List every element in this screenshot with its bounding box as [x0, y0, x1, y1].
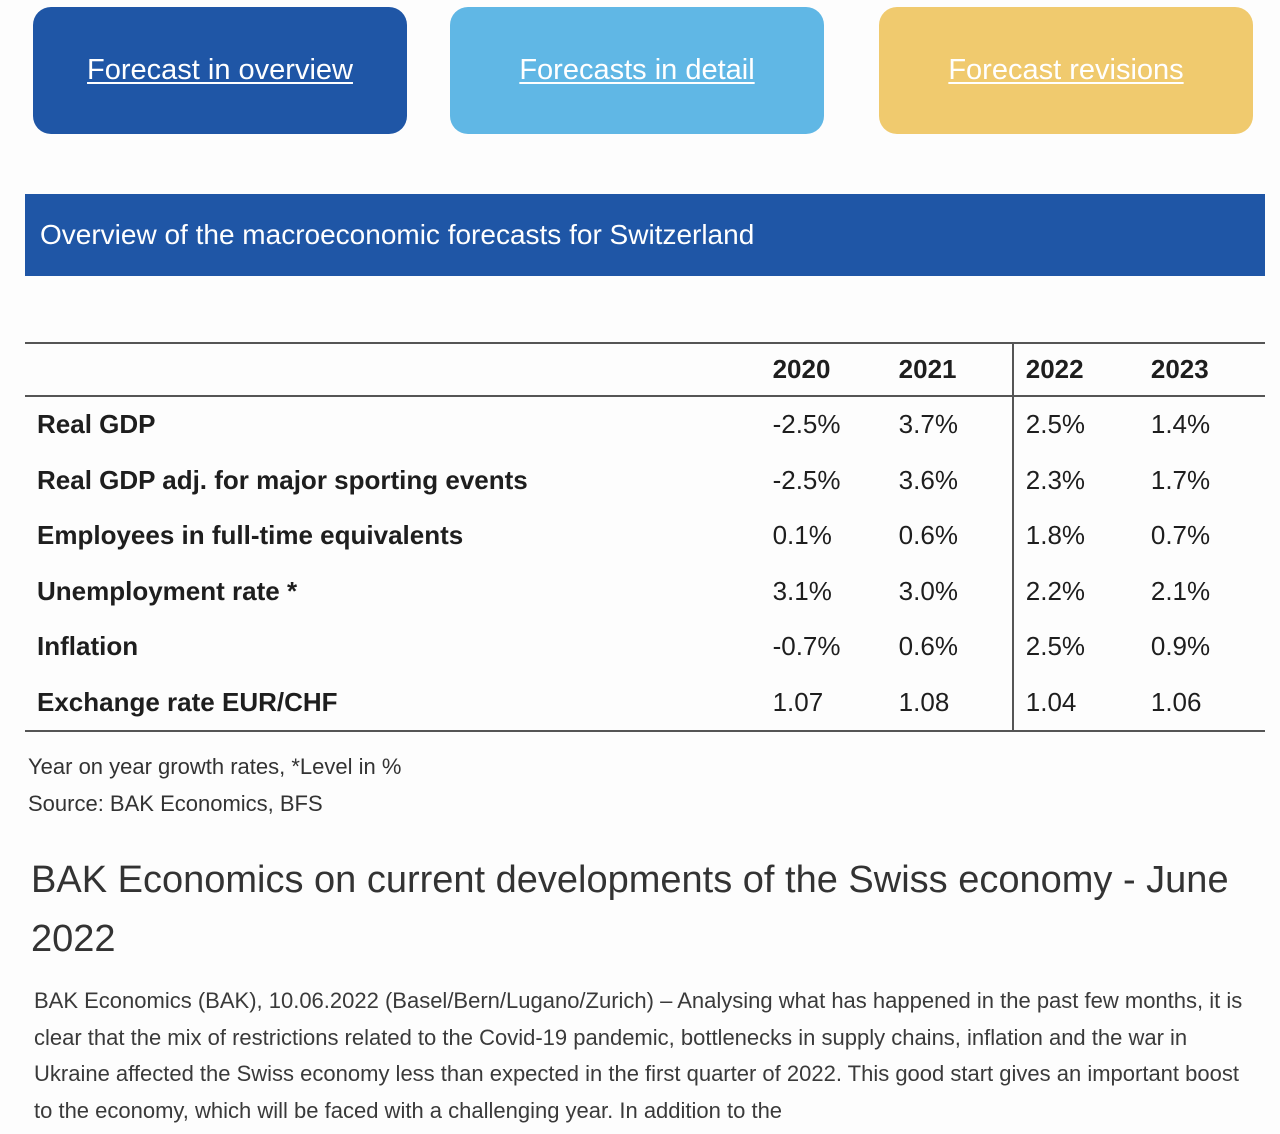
table-cell: 3.0% [886, 563, 1014, 619]
row-label: Unemployment rate * [37, 575, 298, 606]
year-header: 2020 [772, 354, 831, 384]
row-label: Inflation [37, 631, 139, 662]
forecast-revisions-link[interactable]: Forecast revisions [948, 54, 1184, 86]
table-header-row: 2020 2021 2022 2023 [25, 343, 1265, 396]
growth-note: Year on year growth rates, *Level in % [28, 754, 402, 779]
forecast-revisions-button[interactable]: Forecast revisions [879, 7, 1253, 134]
table-cell: 3.7% [886, 396, 1014, 453]
table-cell: 0.6% [886, 508, 1014, 564]
year-header: 2021 [886, 343, 1014, 396]
forecasts-detail-button[interactable]: Forecasts in detail [450, 7, 824, 134]
article-title: BAK Economics on current developments of… [31, 859, 1229, 960]
source-note: Source: BAK Economics, BFS [28, 791, 323, 816]
table-cell: 1.8% [1025, 520, 1086, 551]
table-cell: 3.6% [886, 452, 1014, 508]
forecasts-detail-link[interactable]: Forecasts in detail [519, 54, 755, 86]
table-cell: 2.5% [1025, 631, 1086, 662]
table-row: Employees in full-time equivalents 0.1% … [25, 508, 1265, 564]
table-cell: 3.1% [772, 575, 832, 606]
table-cell: 1.4% [1150, 409, 1211, 440]
table-row: Real GDP adj. for major sporting events … [25, 452, 1265, 508]
table-cell: 2.3% [1025, 464, 1086, 495]
table-cell: 0.1% [772, 520, 832, 551]
table-cell: 2.2% [1025, 575, 1086, 606]
forecast-table-container: 2020 2021 2022 2023 Real GDP -2.5% 3.7% … [25, 342, 1265, 732]
row-label: Exchange rate EUR/CHF [37, 686, 338, 717]
table-header-label [25, 343, 761, 396]
table-row: Exchange rate EUR/CHF 1.07 1.08 1.04 1.0… [25, 674, 1265, 731]
table-cell: 0.6% [886, 619, 1014, 675]
table-cell: 0.9% [1150, 631, 1211, 662]
table-cell: 1.06 [1150, 686, 1202, 717]
section-header: Overview of the macroeconomic forecasts … [25, 194, 1265, 276]
row-label: Real GDP [37, 409, 156, 440]
table-notes: Year on year growth rates, *Level in % S… [28, 748, 401, 822]
forecast-table: 2020 2021 2022 2023 Real GDP -2.5% 3.7% … [25, 342, 1265, 732]
table-cell: 1.7% [1150, 464, 1211, 495]
table-cell: 1.08 [886, 674, 1014, 731]
table-row: Inflation -0.7% 0.6% 2.5% 0.9% [25, 619, 1265, 675]
row-label: Employees in full-time equivalents [37, 520, 464, 551]
year-header: 2022 [1025, 354, 1084, 384]
table-cell: -2.5% [772, 464, 841, 495]
table-cell: 0.7% [1150, 520, 1211, 551]
table-cell: -0.7% [772, 631, 841, 662]
row-label: Real GDP adj. for major sporting events [37, 464, 528, 495]
forecast-overview-button[interactable]: Forecast in overview [33, 7, 407, 134]
year-header: 2023 [1150, 354, 1209, 384]
table-cell: -2.5% [772, 409, 841, 440]
table-row: Unemployment rate * 3.1% 3.0% 2.2% 2.1% [25, 563, 1265, 619]
table-cell: 1.07 [772, 686, 824, 717]
table-row: Real GDP -2.5% 3.7% 2.5% 1.4% [25, 396, 1265, 453]
table-cell: 2.1% [1150, 575, 1211, 606]
article-body: BAK Economics (BAK), 10.06.2022 (Basel/B… [34, 988, 1243, 1123]
table-cell: 1.04 [1025, 686, 1077, 717]
table-cell: 2.5% [1025, 409, 1086, 440]
forecast-overview-link[interactable]: Forecast in overview [87, 54, 353, 86]
